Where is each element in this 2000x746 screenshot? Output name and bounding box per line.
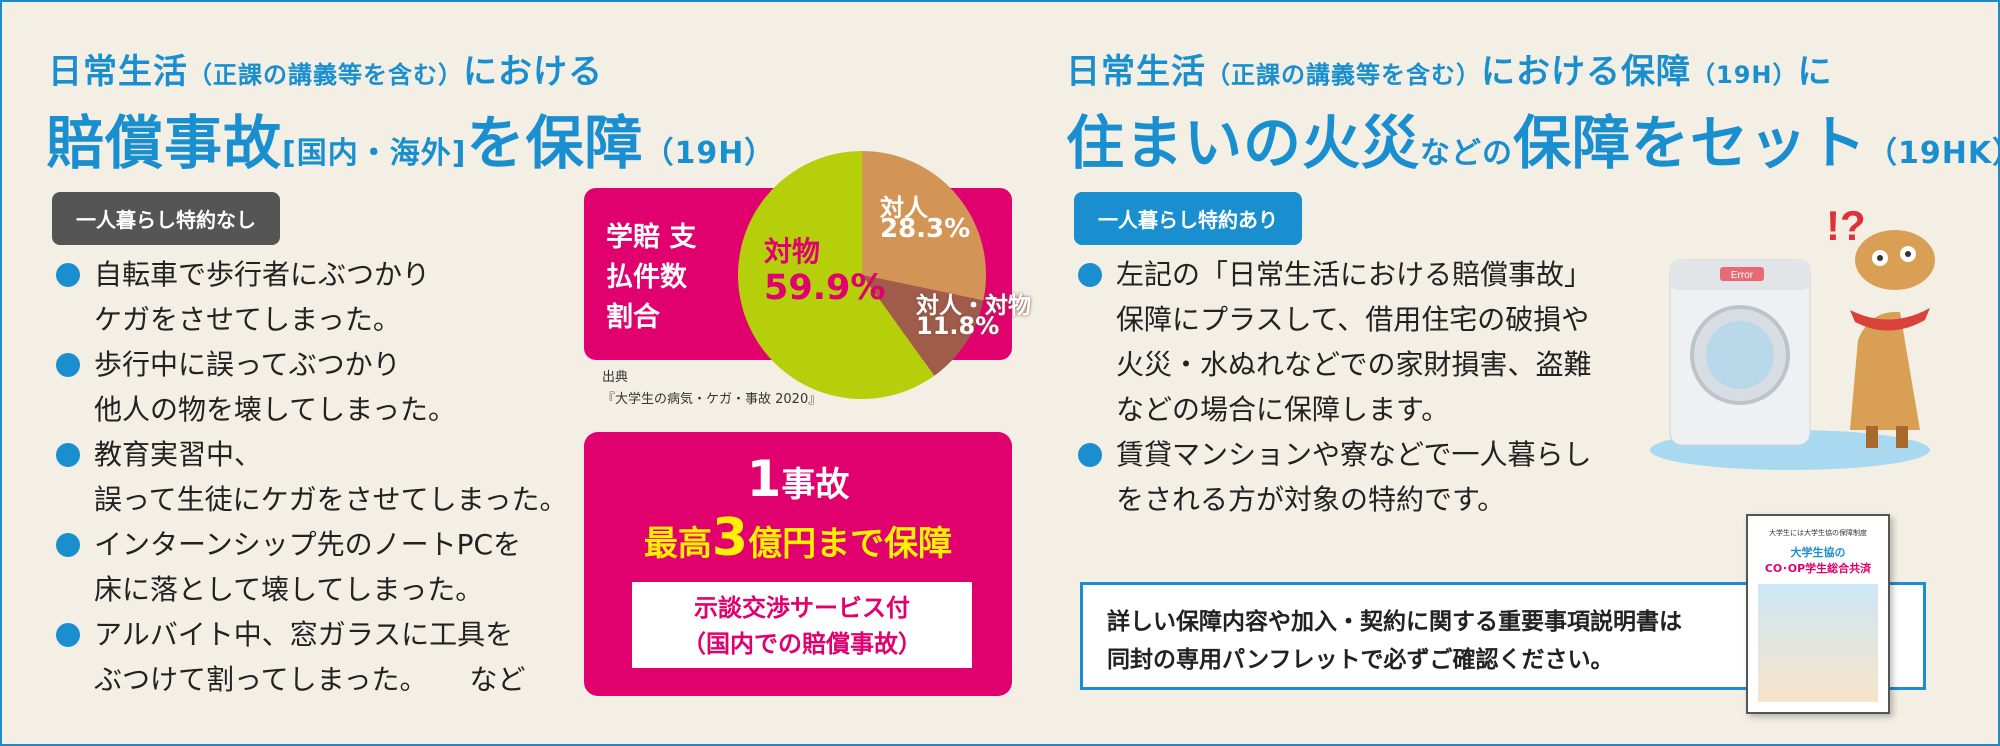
- item-line: ぶつけて割ってしまった。 など: [94, 663, 526, 696]
- left-list-item: インターンシップ先のノートPCを 床に落として壊してしまった。: [56, 522, 576, 612]
- bullet-icon: [56, 263, 80, 287]
- left-tag: 一人暮らし特約なし: [52, 192, 280, 245]
- right-item-list: 左記の「日常生活における賠償事故」 保障にプラスして、借用住宅の破損や 火災・水…: [1078, 252, 1618, 522]
- slice-label-taibutsu: 対物: [764, 235, 821, 268]
- promo-line2-prefix: 最高: [643, 524, 712, 564]
- right-heading-code: （19H）: [1691, 61, 1798, 89]
- pie-slice: [862, 151, 986, 301]
- item-line: 教育実習中、: [94, 438, 263, 471]
- right-heading-code2: （19HK）: [1867, 136, 2000, 171]
- left-heading-suffix: における: [463, 52, 603, 92]
- right-heading-end: に: [1797, 52, 1833, 92]
- notice-text: 詳しい保障内容や加入・契約に関する重要事項説明書は 同封の専用パンフレットで必ず…: [1107, 603, 1682, 679]
- pamphlet-image: 大学生には大学生協の保障制度 大学生協の CO･OP学生総合共済: [1746, 514, 1890, 714]
- promo-line1-text: 事故: [781, 465, 850, 505]
- bullet-icon: [56, 353, 80, 377]
- item-line: アルバイト中、窓ガラスに工具を: [94, 618, 514, 651]
- left-heading-prefix: 日常生活: [48, 52, 188, 92]
- pie-slice: [738, 151, 935, 399]
- left-list-item: 教育実習中、誤って生徒にケガをさせてしまった。: [56, 432, 576, 522]
- right-heading-suffix: における保障: [1481, 52, 1691, 92]
- bullet-icon: [1078, 263, 1102, 287]
- promo-line2-num: 3: [711, 508, 749, 568]
- right-heading-line2: 住まいの火災などの保障をセット（19HK）: [1066, 96, 2000, 180]
- item-line: 賃貸マンションや寮などで一人暮らし: [1116, 438, 1592, 471]
- pamphlet-title2: CO･OP学生総合共済: [1764, 562, 1872, 575]
- left-heading-paren: （正課の講義等を含む）: [188, 61, 463, 89]
- right-heading-b: などの: [1420, 136, 1514, 171]
- right-heading-paren: （正課の講義等を含む）: [1206, 61, 1481, 89]
- left-heading-code: （19H）: [643, 136, 776, 171]
- chart-title: 学賠 支払件数 割合: [606, 222, 697, 333]
- chart-source: 『大学生の病気・ケガ・事故 2020』: [602, 392, 822, 407]
- item-line: インターンシップ先のノートPCを: [94, 528, 522, 561]
- right-heading-a: 住まいの火災: [1066, 109, 1421, 177]
- pamphlet-top: 大学生には大学生協の保障制度: [1769, 529, 1867, 537]
- left-list-item: 歩行中に誤ってぶつかり他人の物を壊してしまった。: [56, 342, 576, 432]
- promo-line1: 1事故: [584, 450, 1012, 508]
- item-line: などの場合に保障します。: [1116, 393, 1450, 426]
- item-line: 自転車で歩行者にぶつかり: [94, 258, 431, 291]
- left-list-item: 自転車で歩行者にぶつかり ケガをさせてしまった。: [56, 252, 576, 342]
- right-heading-c: 保障をセット: [1513, 109, 1868, 177]
- item-line: 他人の物を壊してしまった。: [94, 393, 457, 426]
- bullet-icon: [56, 623, 80, 647]
- bullet-icon: [56, 443, 80, 467]
- left-heading-main: 賠償事故: [46, 109, 283, 177]
- item-line: をされる方が対象の特約です。: [1116, 483, 1506, 516]
- slice-value-taijin: 28.3%: [880, 214, 971, 244]
- notice-line1: 詳しい保障内容や加入・契約に関する重要事項説明書は: [1107, 609, 1682, 635]
- horse-icon: [1850, 230, 1935, 448]
- notice-line2: 同封の専用パンフレットで必ずご確認ください。: [1107, 647, 1614, 673]
- pie-slice: [862, 275, 984, 376]
- slice-value-both: 11.8%: [916, 312, 1000, 340]
- bullet-icon: [1078, 443, 1102, 467]
- promo-line2: 最高3億円まで保障: [584, 508, 1012, 568]
- left-item-list: 自転車で歩行者にぶつかり ケガをさせてしまった。 歩行中に誤ってぶつかり他人の物を…: [56, 252, 576, 702]
- right-heading-prefix: 日常生活: [1066, 52, 1206, 92]
- promo-service-box: 示談交渉サービス付 （国内での賠償事故）: [632, 582, 972, 668]
- promo-line2-suffix: 億円まで保障: [748, 524, 953, 564]
- right-tag: 一人暮らし特約あり: [1074, 192, 1302, 245]
- left-heading-bracket: [国内・海外]: [282, 136, 467, 171]
- washer-error-label: Error: [1731, 270, 1754, 281]
- pamphlet-photo: [1758, 584, 1878, 702]
- item-line: 左記の「日常生活における賠償事故」: [1116, 258, 1593, 291]
- item-line: 火災・水ぬれなどでの家財損害、盗難: [1116, 348, 1592, 381]
- left-heading-main-suffix: を保障: [466, 109, 644, 177]
- illustration: Error !?: [1650, 202, 1935, 470]
- bullet-icon: [56, 533, 80, 557]
- left-list-item: アルバイト中、窓ガラスに工具を ぶつけて割ってしまった。 など: [56, 612, 576, 702]
- right-list-item: 左記の「日常生活における賠償事故」 保障にプラスして、借用住宅の破損や 火災・水…: [1078, 252, 1618, 432]
- right-heading-line1: 日常生活（正課の講義等を含む）における保障（19H）に: [1066, 44, 1832, 93]
- slice-label-both: 対人・対物: [916, 293, 1031, 319]
- right-list-item: 賃貸マンションや寮などで一人暮らし をされる方が対象の特約です。: [1078, 432, 1618, 522]
- item-line: ケガをさせてしまった。: [94, 303, 401, 336]
- promo-box-line1: 示談交渉サービス付: [694, 594, 910, 622]
- pamphlet-title1: 大学生協の: [1790, 546, 1846, 559]
- item-line: 誤って生徒にケガをさせてしまった。: [94, 483, 568, 516]
- chart-source-label: 出典: [602, 370, 629, 385]
- promo-line1-num: 1: [746, 450, 782, 508]
- item-line: 床に落として壊してしまった。: [94, 573, 484, 606]
- pie-slices: [738, 151, 986, 399]
- slice-value-taibutsu: 59.9%: [764, 268, 886, 308]
- slice-label-taijin: 対人: [880, 194, 928, 222]
- pie-chart: [738, 151, 986, 399]
- promo-box-line2: （国内での賠償事故）: [682, 630, 922, 658]
- left-heading-line2: 賠償事故[国内・海外]を保障（19H）: [46, 96, 775, 180]
- item-line: 歩行中に誤ってぶつかり: [94, 348, 401, 381]
- exclaim-icon: !?: [1826, 202, 1866, 249]
- left-heading-line1: 日常生活（正課の講義等を含む）における: [48, 44, 603, 93]
- item-line: 保障にプラスして、借用住宅の破損や: [1116, 303, 1590, 336]
